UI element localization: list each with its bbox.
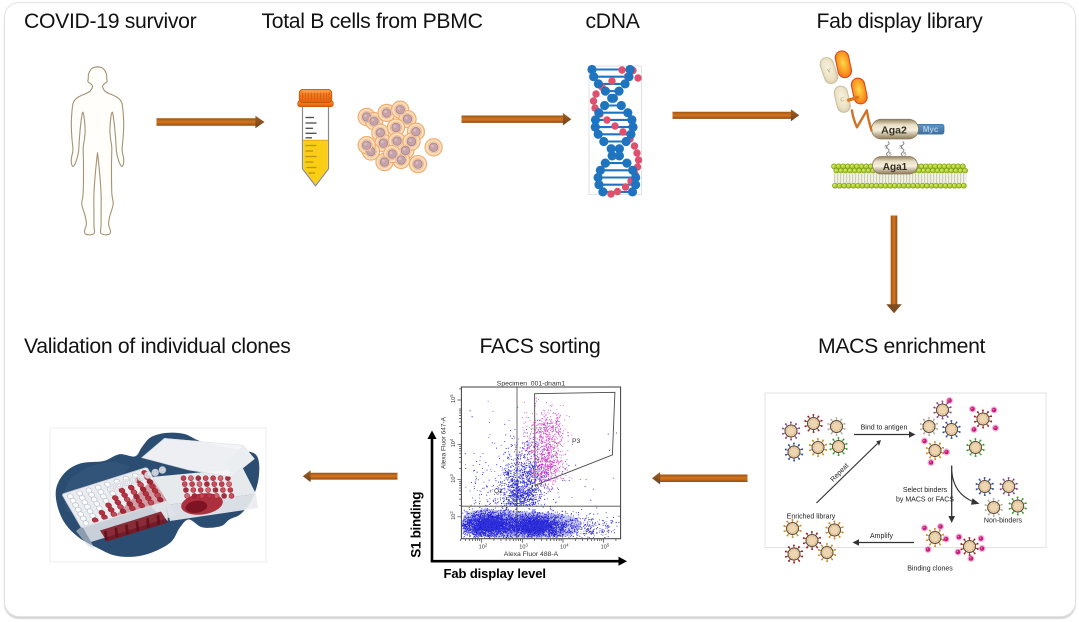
svg-text:Myc: Myc — [923, 125, 939, 134]
svg-text:s: s — [884, 144, 888, 151]
svg-text:Alexa Fluor 647-A: Alexa Fluor 647-A — [441, 416, 448, 469]
svg-text:105: 105 — [601, 543, 610, 551]
svg-text:Fab display level: Fab display level — [444, 566, 546, 581]
svg-text:Select binders: Select binders — [903, 487, 948, 494]
svg-text:s: s — [888, 151, 892, 158]
svg-text:s: s — [899, 144, 903, 151]
svg-text:V: V — [841, 62, 847, 69]
svg-text:Aga2: Aga2 — [881, 124, 907, 136]
svg-text:102: 102 — [479, 543, 488, 551]
svg-text:Q1: Q1 — [494, 488, 503, 495]
svg-text:Enriched library: Enriched library — [787, 514, 836, 521]
svg-text:Aga1: Aga1 — [883, 162, 908, 173]
svg-text:P3: P3 — [572, 438, 581, 445]
svg-text:Binding clones: Binding clones — [907, 566, 953, 573]
svg-text:C: C — [840, 97, 846, 104]
svg-text:104: 104 — [560, 543, 569, 551]
svg-text:103: 103 — [449, 473, 457, 482]
svg-text:C: C — [857, 88, 863, 95]
svg-text:Amplify: Amplify — [870, 533, 893, 540]
svg-text:s: s — [903, 151, 907, 158]
svg-text:Specimen_001-dnam1: Specimen_001-dnam1 — [497, 381, 566, 388]
svg-text:105: 105 — [449, 394, 457, 403]
svg-text:by MACS or FACS: by MACS or FACS — [896, 497, 954, 504]
svg-text:Non-binders: Non-binders — [984, 518, 1023, 525]
svg-text:V: V — [827, 68, 834, 75]
svg-text:S1 binding: S1 binding — [409, 492, 424, 558]
svg-text:Alexa Fluor 488-A: Alexa Fluor 488-A — [504, 551, 559, 558]
svg-text:103: 103 — [519, 543, 528, 551]
svg-text:Q2: Q2 — [528, 488, 537, 495]
svg-text:104: 104 — [449, 438, 457, 447]
svg-text:102: 102 — [449, 511, 457, 520]
svg-text:Bind to antigen: Bind to antigen — [861, 425, 908, 432]
